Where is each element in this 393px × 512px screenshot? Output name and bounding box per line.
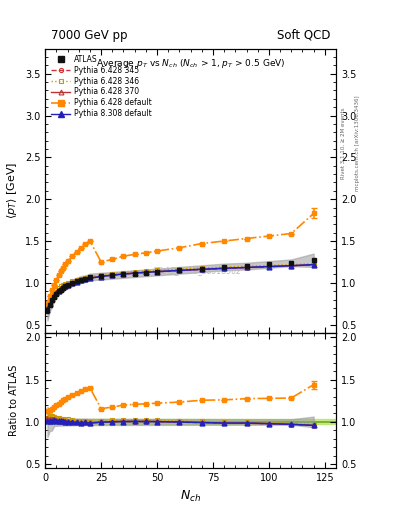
Y-axis label: Ratio to ATLAS: Ratio to ATLAS — [9, 365, 19, 436]
Text: mcplots.cern.ch [arXiv:1306.3436]: mcplots.cern.ch [arXiv:1306.3436] — [355, 96, 360, 191]
X-axis label: $N_{ch}$: $N_{ch}$ — [180, 489, 201, 504]
Text: Soft QCD: Soft QCD — [277, 29, 330, 41]
Text: Average $p_T$ vs $N_{ch}$ ($N_{ch}$ > 1, $p_T$ > 0.5 GeV): Average $p_T$ vs $N_{ch}$ ($N_{ch}$ > 1,… — [96, 57, 285, 70]
Bar — [45, 419, 336, 424]
Legend: ATLAS, Pythia 6.428 345, Pythia 6.428 346, Pythia 6.428 370, Pythia 6.428 defaul: ATLAS, Pythia 6.428 345, Pythia 6.428 34… — [49, 52, 154, 121]
Text: 7000 GeV pp: 7000 GeV pp — [51, 29, 127, 41]
Y-axis label: $\langle p_T \rangle$ [GeV]: $\langle p_T \rangle$ [GeV] — [5, 162, 19, 220]
Text: Rivet 3.1.10, ≥ 2M events: Rivet 3.1.10, ≥ 2M events — [341, 108, 345, 179]
Text: ATLAS_2010_S8918562: ATLAS_2010_S8918562 — [151, 266, 241, 275]
